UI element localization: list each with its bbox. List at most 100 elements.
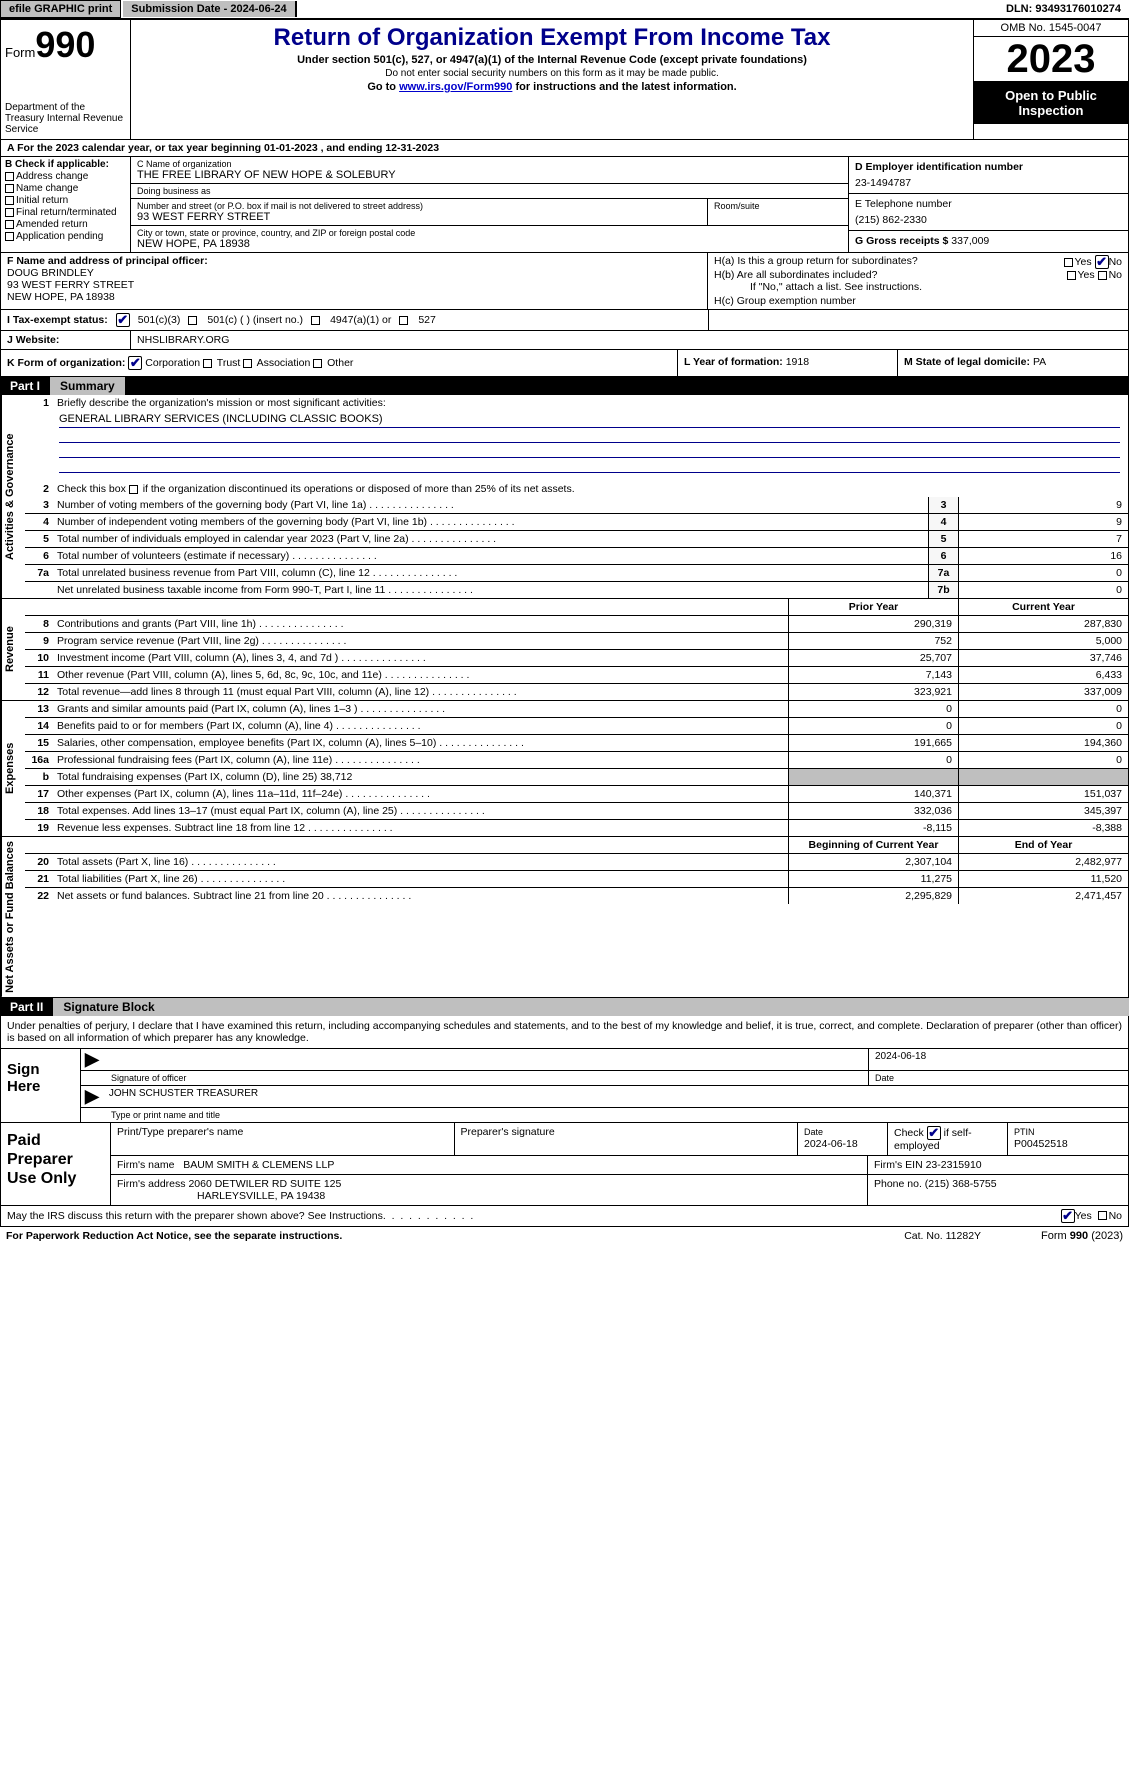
year-formation: 1918 (786, 356, 809, 368)
year-block: OMB No. 1545-0047 2023 Open to Public In… (973, 20, 1128, 139)
firm-name: BAUM SMITH & CLEMENS LLP (183, 1159, 334, 1171)
chk-name-change[interactable]: Name change (5, 183, 126, 194)
prep-date: 2024-06-18 (804, 1138, 858, 1150)
chk-501c3[interactable]: ✔ (116, 313, 130, 327)
section-expenses: Expenses 13Grants and similar amounts pa… (0, 701, 1129, 837)
discuss-yes[interactable]: ✔ (1061, 1209, 1075, 1223)
section-governance: Activities & Governance 1Briefly describ… (0, 395, 1129, 599)
form-id-block: Form990 Department of the Treasury Inter… (1, 20, 131, 139)
chk-4947[interactable] (311, 316, 320, 325)
chk-discontinued[interactable] (129, 485, 138, 494)
gov-line-5: 5Total number of individuals employed in… (25, 531, 1128, 548)
chk-501c[interactable] (188, 316, 197, 325)
net-line-20: 20Total assets (Part X, line 16)2,307,10… (25, 854, 1128, 871)
mission-text: GENERAL LIBRARY SERVICES (INCLUDING CLAS… (59, 413, 1120, 428)
section-revenue: Revenue Prior YearCurrent Year 8Contribu… (0, 599, 1129, 701)
exp-line-19: 19Revenue less expenses. Subtract line 1… (25, 820, 1128, 836)
arrow-icon: ▶ (81, 1049, 103, 1070)
net-line-21: 21Total liabilities (Part X, line 26)11,… (25, 871, 1128, 888)
gov-line-6: 6Total number of volunteers (estimate if… (25, 548, 1128, 565)
chk-corp[interactable]: ✔ (128, 356, 142, 370)
firm-addr2: HARLEYSVILLE, PA 19438 (197, 1190, 325, 1202)
omb-number: OMB No. 1545-0047 (974, 20, 1128, 37)
col-c-org-info: C Name of organization THE FREE LIBRARY … (131, 157, 848, 252)
topbar: efile GRAPHIC print Submission Date - 20… (0, 0, 1129, 19)
dln: DLN: 93493176010274 (998, 1, 1129, 17)
ptin: P00452518 (1014, 1138, 1068, 1150)
block-b-to-g: B Check if applicable: Address change Na… (0, 157, 1129, 253)
col-b-checkboxes: B Check if applicable: Address change Na… (1, 157, 131, 252)
chk-self-employed[interactable]: ✔ (927, 1126, 941, 1140)
chk-address-change[interactable]: Address change (5, 171, 126, 182)
website: NHSLIBRARY.ORG (131, 331, 1128, 349)
form-title-block: Return of Organization Exempt From Incom… (131, 20, 973, 139)
group-return-block: H(a) Is this a group return for subordin… (708, 253, 1128, 309)
row-a-tax-year: A For the 2023 calendar year, or tax yea… (0, 140, 1129, 157)
efile-button[interactable]: efile GRAPHIC print (0, 0, 121, 18)
rev-line-12: 12Total revenue—add lines 8 through 11 (… (25, 684, 1128, 700)
discuss-no[interactable] (1098, 1211, 1107, 1220)
chk-trust[interactable] (203, 359, 212, 368)
chk-527[interactable] (399, 316, 408, 325)
col-d-e-g: D Employer identification number 23-1494… (848, 157, 1128, 252)
ha-yes[interactable] (1064, 258, 1073, 267)
block-f-h: F Name and address of principal officer:… (0, 253, 1129, 310)
gov-line-7b: Net unrelated business taxable income fr… (25, 582, 1128, 598)
firm-phone: (215) 368-5755 (925, 1178, 997, 1190)
rev-line-8: 8Contributions and grants (Part VIII, li… (25, 616, 1128, 633)
ein: 23-1494787 (855, 177, 1122, 189)
ha-no[interactable]: ✔ (1095, 255, 1109, 269)
hb-yes[interactable] (1067, 271, 1076, 280)
row-j-website: J Website: NHSLIBRARY.ORG (0, 331, 1129, 350)
telephone: (215) 862-2330 (855, 214, 1122, 226)
chk-assoc[interactable] (243, 359, 252, 368)
part-2-header: Part II Signature Block (0, 998, 1129, 1016)
part-1-header: Part I Summary (0, 377, 1129, 395)
sign-date: 2024-06-18 (868, 1049, 1128, 1070)
arrow-icon: ▶ (81, 1086, 103, 1107)
submission-date: Submission Date - 2024-06-24 (123, 1, 296, 17)
form-title: Return of Organization Exempt From Incom… (139, 24, 965, 52)
exp-line-b: bTotal fundraising expenses (Part IX, co… (25, 769, 1128, 786)
exp-line-16a: 16aProfessional fundraising fees (Part I… (25, 752, 1128, 769)
chk-amended-return[interactable]: Amended return (5, 219, 126, 230)
row-i-tax-exempt: I Tax-exempt status: ✔501(c)(3) 501(c) (… (0, 310, 1129, 331)
section-net-assets: Net Assets or Fund Balances Beginning of… (0, 837, 1129, 998)
chk-app-pending[interactable]: Application pending (5, 231, 126, 242)
rev-line-11: 11Other revenue (Part VIII, column (A), … (25, 667, 1128, 684)
signature-intro: Under penalties of perjury, I declare th… (0, 1016, 1129, 1049)
firm-ein: 23-2315910 (926, 1159, 982, 1171)
row-k-l-m: K Form of organization: ✔ Corporation Tr… (0, 350, 1129, 377)
discuss-row: May the IRS discuss this return with the… (0, 1206, 1129, 1227)
gov-line-3: 3Number of voting members of the governi… (25, 497, 1128, 514)
rev-line-9: 9Program service revenue (Part VIII, lin… (25, 633, 1128, 650)
tax-year: 2023 (974, 37, 1128, 82)
paid-preparer-block: Paid Preparer Use Only Print/Type prepar… (0, 1123, 1129, 1206)
exp-line-17: 17Other expenses (Part IX, column (A), l… (25, 786, 1128, 803)
room-suite: Room/suite (708, 199, 848, 225)
form-header: Form990 Department of the Treasury Inter… (0, 19, 1129, 140)
exp-line-15: 15Salaries, other compensation, employee… (25, 735, 1128, 752)
rev-line-10: 10Investment income (Part VIII, column (… (25, 650, 1128, 667)
chk-initial-return[interactable]: Initial return (5, 195, 126, 206)
irs-link[interactable]: www.irs.gov/Form990 (399, 81, 512, 93)
public-inspection: Open to Public Inspection (974, 82, 1128, 124)
group-exemption: H(c) Group exemption number (714, 295, 1122, 307)
state-domicile: PA (1033, 356, 1046, 368)
gross-receipts: 337,009 (951, 235, 989, 247)
officer-name: JOHN SCHUSTER TREASURER (103, 1086, 1128, 1107)
exp-line-14: 14Benefits paid to or for members (Part … (25, 718, 1128, 735)
hb-no[interactable] (1098, 271, 1107, 280)
street-address: 93 WEST FERRY STREET (137, 211, 701, 223)
net-line-22: 22Net assets or fund balances. Subtract … (25, 888, 1128, 904)
org-name: THE FREE LIBRARY OF NEW HOPE & SOLEBURY (137, 169, 842, 181)
page-footer: For Paperwork Reduction Act Notice, see … (0, 1227, 1129, 1245)
exp-line-18: 18Total expenses. Add lines 13–17 (must … (25, 803, 1128, 820)
gov-line-4: 4Number of independent voting members of… (25, 514, 1128, 531)
principal-officer: F Name and address of principal officer:… (1, 253, 708, 309)
chk-final-return[interactable]: Final return/terminated (5, 207, 126, 218)
chk-other[interactable] (313, 359, 322, 368)
city-state-zip: NEW HOPE, PA 18938 (137, 238, 842, 250)
dept-treasury: Department of the Treasury Internal Reve… (5, 102, 126, 135)
exp-line-13: 13Grants and similar amounts paid (Part … (25, 701, 1128, 718)
